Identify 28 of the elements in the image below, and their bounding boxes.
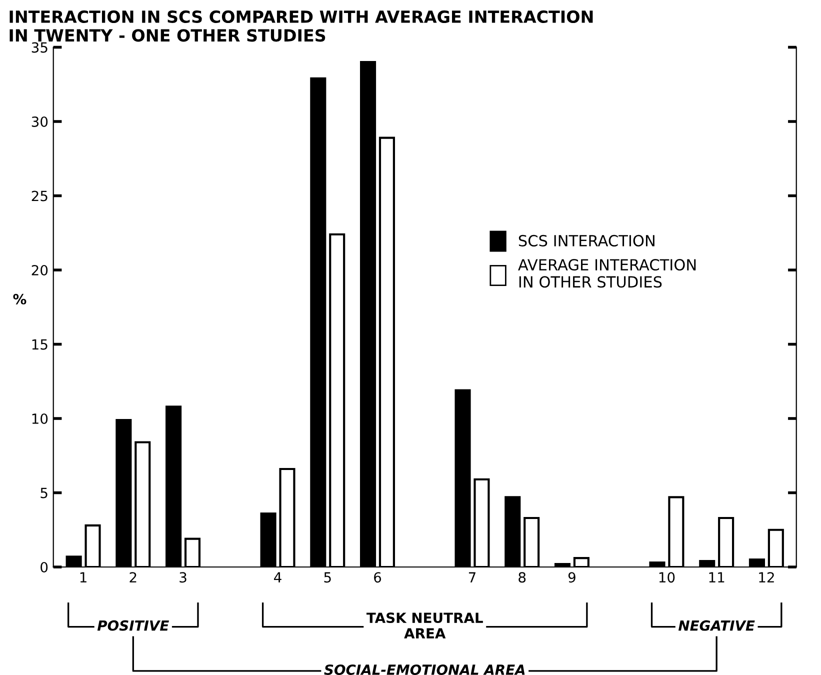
x-tick-label: 7: [468, 572, 476, 582]
x-tick-label: 12: [759, 572, 774, 582]
chart-title: INTERACTION IN SCS COMPARED WITH AVERAGE INTERACTION IN TWENTY - ONE OTHER STUDIES: [10, 10, 593, 42]
y-tick-label: 0: [40, 562, 48, 572]
y-tick-label: 5: [40, 488, 48, 498]
legend-label: SCS INTERACTION: [518, 234, 654, 246]
text: NEGATIVE: [678, 620, 755, 631]
text: TASK NEUTRAL AREA: [366, 612, 483, 638]
y-tick-label: 10: [32, 413, 48, 424]
y-tick-label: 15: [32, 339, 48, 350]
x-tick-label: 6: [374, 572, 382, 583]
x-tick-label: 10: [659, 572, 675, 583]
y-tick-label: 20: [32, 264, 48, 276]
x-tick-label: 4: [274, 572, 282, 582]
text: POSITIVE: [97, 620, 169, 631]
legend-label: AVERAGE INTERACTION IN OTHER STUDIES: [518, 258, 696, 288]
y-axis-title: %: [13, 294, 26, 304]
x-tick-label: 1: [80, 572, 86, 582]
y-tick-label: 25: [32, 190, 48, 202]
text: SOCIAL-EMOTIONAL AREA: [324, 664, 525, 675]
x-tick-label: 8: [518, 572, 526, 583]
x-tick-label: 9: [568, 572, 576, 583]
y-tick-label: 30: [32, 116, 48, 127]
x-tick-label: 11: [709, 572, 724, 582]
x-tick-label: 3: [180, 572, 186, 583]
x-tick-label: 2: [130, 572, 136, 582]
y-tick-label: 35: [32, 42, 48, 53]
x-tick-label: 5: [324, 572, 331, 583]
